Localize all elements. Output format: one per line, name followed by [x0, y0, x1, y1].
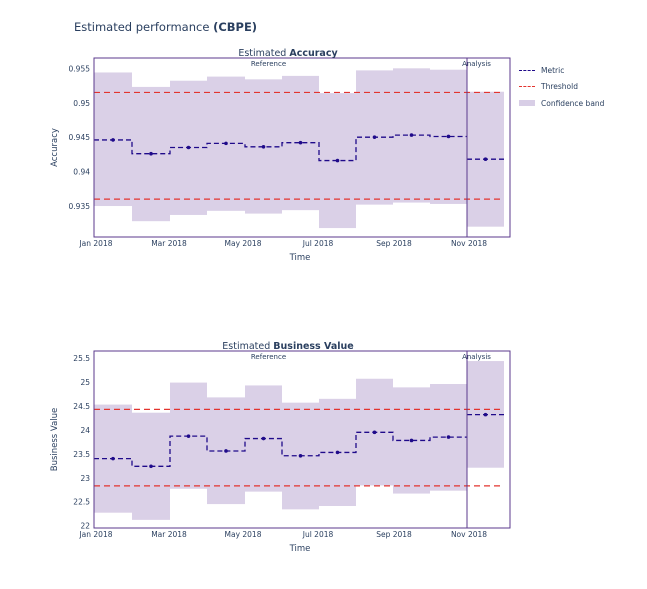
metric-point-10: [446, 435, 451, 439]
ytick-label-5: 0.955: [69, 64, 91, 73]
metric-point-2: [149, 464, 153, 469]
metric-point-4: [224, 141, 228, 146]
metric-point-9: [409, 438, 414, 443]
metric-point-8: [372, 430, 377, 435]
metric-point-11: [483, 412, 488, 417]
legend[interactable]: Metric Threshold Confidence band: [519, 62, 604, 112]
xtick-label-3: May 2018: [225, 530, 262, 539]
x-axis-title: Time: [289, 544, 311, 554]
ytick-label-3: 0.945: [69, 133, 91, 142]
ytick-label-5: 24: [80, 426, 90, 435]
ytick-label-6: 24.5: [73, 402, 90, 411]
period-label-analysis: Analysis: [462, 60, 491, 68]
x-axis-title: Time: [289, 253, 311, 263]
xtick-label-4: Jul 2018: [302, 530, 334, 539]
chart-panel-1: 0.935 0.94 0.945 0.95 0.955 Jan 2018 Mar 2018 M…: [50, 48, 511, 263]
xtick-label-1: Jan 2018: [78, 530, 112, 539]
y-axis-title: Accuracy: [50, 128, 60, 167]
xtick-label-5: Sep 2018: [376, 530, 412, 539]
xtick-label-6: Nov 2018: [451, 239, 487, 248]
ytick-label-7: 25: [80, 378, 90, 387]
y-axis-title: Business Value: [50, 408, 60, 472]
metric-point-7: [335, 158, 340, 163]
metric-point-8: [372, 135, 377, 139]
legend-swatch-threshold: [519, 86, 535, 88]
ytick-label-4: 0.95: [73, 99, 90, 108]
legend-label-threshold: Threshold: [541, 82, 578, 92]
xtick-label-5: Sep 2018: [376, 239, 412, 248]
ytick-label-3: 23: [80, 474, 90, 483]
xtick-label-2: Mar 2018: [151, 239, 187, 248]
panel-title: Estimated Business Value: [222, 341, 353, 352]
xtick-label-2: Mar 2018: [151, 530, 187, 539]
xtick-label-4: Jul 2018: [302, 239, 334, 248]
metric-point-10: [446, 134, 451, 139]
xtick-label-3: May 2018: [225, 239, 262, 248]
metric-point-5: [261, 436, 266, 441]
metric-point-4: [224, 449, 228, 453]
period-label-analysis: Analysis: [462, 353, 491, 361]
metric-point-5: [261, 145, 266, 149]
ytick-label-8: 25.5: [73, 354, 90, 363]
figure-title-prefix: Estimated performance: [74, 20, 214, 34]
metric-point-2: [149, 151, 153, 156]
metric-point-3: [186, 434, 191, 438]
metric-point-7: [335, 450, 340, 455]
ytick-label-2: 0.94: [73, 168, 90, 177]
panel-title: Estimated Accuracy: [238, 48, 338, 59]
legend-swatch-confidence-band: [519, 100, 535, 107]
figure-title: Estimated performance (CBPE): [74, 20, 257, 34]
ytick-label-1: 0.935: [69, 202, 91, 211]
metric-point-1: [111, 456, 115, 461]
metric-point-11: [483, 157, 488, 162]
legend-item-metric[interactable]: Metric: [519, 62, 604, 79]
metric-point-6: [298, 453, 303, 458]
legend-label-metric: Metric: [541, 65, 565, 75]
metric-line-reference: [94, 431, 467, 467]
ytick-label-1: 22: [80, 522, 90, 531]
metric-line-reference: [94, 134, 467, 162]
period-label-reference: Reference: [251, 353, 286, 361]
ytick-label-2: 22.5: [73, 498, 90, 507]
period-label-reference: Reference: [251, 60, 286, 68]
legend-swatch-metric: [519, 69, 535, 71]
legend-item-threshold[interactable]: Threshold: [519, 79, 604, 96]
metric-point-1: [111, 138, 115, 142]
legend-item-confidence-band[interactable]: Confidence band: [519, 95, 604, 112]
metric-point-3: [186, 145, 191, 150]
metric-point-9: [409, 133, 414, 137]
chart-panel-2: 22 22.5 23 23.5 24 24.5 25 25.5 Jan 2018 Mar 2018…: [50, 341, 511, 554]
xtick-label-1: Jan 2018: [78, 239, 112, 248]
figure-title-bold: (CBPE): [213, 20, 258, 34]
ytick-label-4: 23.5: [73, 450, 90, 459]
plot-frame: [93, 57, 511, 238]
plot-frame: [93, 350, 511, 529]
legend-label-confidence-band: Confidence band: [541, 98, 605, 108]
xtick-label-6: Nov 2018: [451, 530, 487, 539]
metric-point-6: [298, 140, 303, 145]
